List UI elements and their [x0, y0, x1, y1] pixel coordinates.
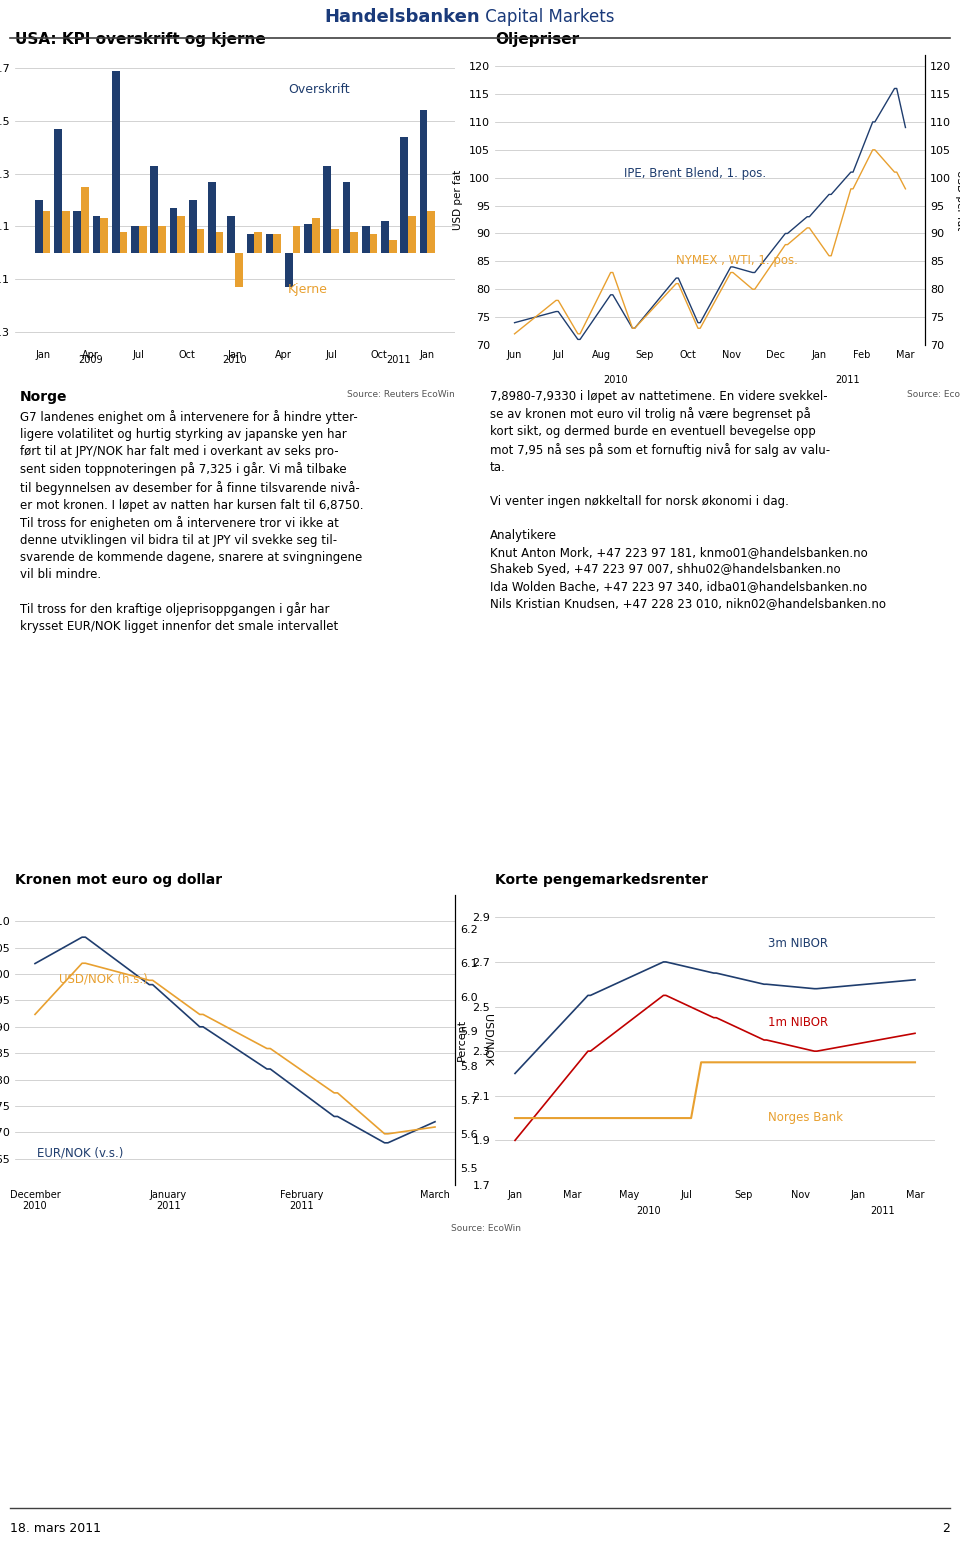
Text: Oljepriser: Oljepriser	[495, 32, 579, 46]
Text: IPE, Brent Blend, 1. pos.: IPE, Brent Blend, 1. pos.	[624, 167, 766, 179]
Text: 2009: 2009	[79, 356, 103, 365]
Bar	[35, 199, 42, 252]
Bar	[42, 210, 50, 252]
Bar	[370, 235, 377, 252]
Text: Korte pengemarkedsrenter: Korte pengemarkedsrenter	[495, 873, 708, 887]
Text: USD/NOK (h.s.): USD/NOK (h.s.)	[59, 972, 148, 985]
Text: G7 landenes enighet om å intervenere for å hindre ytter-
ligere volatilitet og h: G7 landenes enighet om å intervenere for…	[20, 410, 364, 634]
Bar	[170, 207, 178, 252]
Text: Source: EcoWin: Source: EcoWin	[906, 390, 960, 399]
Bar	[62, 210, 70, 252]
Bar	[228, 216, 235, 252]
Text: Kronen mot euro og dollar: Kronen mot euro og dollar	[15, 873, 222, 887]
Bar	[112, 71, 120, 252]
Text: Kjerne: Kjerne	[288, 283, 327, 295]
Y-axis label: USD per fat: USD per fat	[955, 170, 960, 230]
Text: 2011: 2011	[870, 1206, 895, 1217]
Text: EUR/NOK (v.s.): EUR/NOK (v.s.)	[37, 1146, 124, 1160]
Bar	[400, 136, 408, 252]
Text: NYMEX , WTI, 1. pos.: NYMEX , WTI, 1. pos.	[676, 254, 798, 267]
Bar	[93, 216, 101, 252]
Text: 2011: 2011	[386, 356, 411, 365]
Bar	[235, 252, 243, 288]
Text: Norges Bank: Norges Bank	[768, 1112, 843, 1124]
Text: 2011: 2011	[835, 374, 860, 385]
Bar	[293, 226, 300, 252]
Text: Overskrift: Overskrift	[288, 82, 349, 96]
Bar	[120, 232, 128, 252]
Bar	[158, 226, 166, 252]
Text: Capital Markets: Capital Markets	[480, 8, 614, 26]
Text: USA: KPI overskrift og kjerne: USA: KPI overskrift og kjerne	[15, 32, 266, 46]
Bar	[197, 229, 204, 252]
Bar	[247, 235, 254, 252]
Bar	[362, 226, 370, 252]
Y-axis label: Percent: Percent	[457, 1019, 467, 1061]
Bar	[381, 221, 389, 252]
Text: 2010: 2010	[636, 1206, 661, 1217]
Bar	[304, 224, 312, 252]
Bar	[312, 218, 320, 252]
Bar	[254, 232, 262, 252]
Text: 2010: 2010	[603, 374, 628, 385]
Text: 18. mars 2011: 18. mars 2011	[10, 1521, 101, 1535]
Bar	[343, 181, 350, 252]
Text: Handelsbanken: Handelsbanken	[324, 8, 480, 26]
Text: 2: 2	[942, 1521, 950, 1535]
Text: 7,8980-7,9330 i løpet av nattetimene. En videre svekkel-
se av kronen mot euro v: 7,8980-7,9330 i løpet av nattetimene. En…	[490, 390, 886, 609]
Text: Source: Reuters EcoWin: Source: Reuters EcoWin	[348, 390, 455, 399]
Bar	[151, 165, 158, 252]
Bar	[139, 226, 147, 252]
Text: Norge: Norge	[20, 390, 67, 404]
Bar	[54, 128, 62, 252]
Bar	[274, 235, 281, 252]
Bar	[266, 235, 274, 252]
Bar	[189, 199, 197, 252]
Y-axis label: USD/NOK: USD/NOK	[482, 1014, 492, 1065]
Bar	[350, 232, 358, 252]
Bar	[208, 181, 216, 252]
Bar	[408, 216, 416, 252]
Bar	[285, 252, 293, 288]
Text: Source: EcoWin: Source: EcoWin	[451, 1224, 521, 1234]
Bar	[427, 210, 435, 252]
Text: 3m NIBOR: 3m NIBOR	[768, 937, 828, 951]
Text: 2010: 2010	[223, 356, 248, 365]
Bar	[216, 232, 224, 252]
Bar	[132, 226, 139, 252]
Bar	[101, 218, 108, 252]
Bar	[389, 240, 396, 252]
Y-axis label: USD per fat: USD per fat	[453, 170, 464, 230]
Bar	[324, 165, 331, 252]
Bar	[82, 187, 89, 252]
Bar	[74, 210, 82, 252]
Bar	[420, 110, 427, 252]
Bar	[331, 229, 339, 252]
Bar	[178, 216, 185, 252]
Text: 1m NIBOR: 1m NIBOR	[768, 1016, 828, 1028]
